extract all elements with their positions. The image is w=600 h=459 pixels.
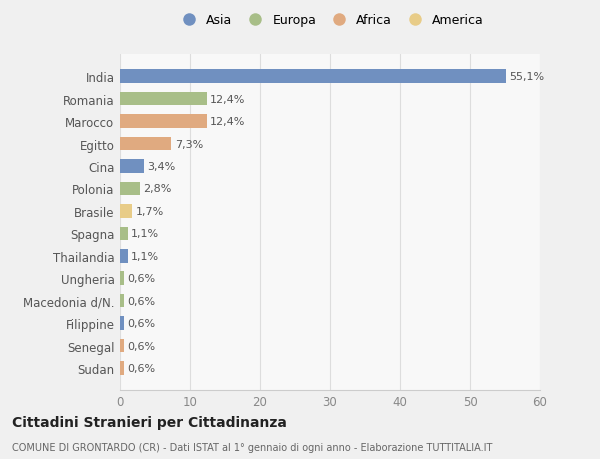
Bar bbox=[120, 339, 124, 353]
Text: COMUNE DI GRONTARDO (CR) - Dati ISTAT al 1° gennaio di ogni anno - Elaborazione : COMUNE DI GRONTARDO (CR) - Dati ISTAT al… bbox=[12, 442, 493, 452]
Bar bbox=[120, 205, 132, 218]
Text: 2,8%: 2,8% bbox=[143, 184, 172, 194]
Text: 0,6%: 0,6% bbox=[128, 274, 156, 284]
Text: 0,6%: 0,6% bbox=[128, 363, 156, 373]
Text: 3,4%: 3,4% bbox=[148, 162, 176, 172]
Bar bbox=[120, 115, 207, 129]
Text: 1,1%: 1,1% bbox=[131, 229, 160, 239]
Bar bbox=[120, 227, 128, 241]
Text: 1,1%: 1,1% bbox=[131, 251, 160, 261]
Bar bbox=[120, 182, 140, 196]
Bar bbox=[120, 138, 171, 151]
Text: 0,6%: 0,6% bbox=[128, 319, 156, 328]
Text: 55,1%: 55,1% bbox=[509, 72, 544, 82]
Legend: Asia, Europa, Africa, America: Asia, Europa, Africa, America bbox=[176, 14, 484, 28]
Text: 12,4%: 12,4% bbox=[211, 117, 245, 127]
Bar bbox=[120, 160, 144, 174]
Bar bbox=[120, 250, 128, 263]
Text: 7,3%: 7,3% bbox=[175, 139, 203, 149]
Text: Cittadini Stranieri per Cittadinanza: Cittadini Stranieri per Cittadinanza bbox=[12, 415, 287, 429]
Bar bbox=[120, 93, 207, 106]
Bar bbox=[120, 317, 124, 330]
Bar bbox=[120, 70, 506, 84]
Text: 0,6%: 0,6% bbox=[128, 296, 156, 306]
Bar bbox=[120, 294, 124, 308]
Text: 0,6%: 0,6% bbox=[128, 341, 156, 351]
Bar bbox=[120, 362, 124, 375]
Text: 12,4%: 12,4% bbox=[211, 95, 245, 104]
Text: 1,7%: 1,7% bbox=[136, 207, 164, 216]
Bar bbox=[120, 272, 124, 285]
